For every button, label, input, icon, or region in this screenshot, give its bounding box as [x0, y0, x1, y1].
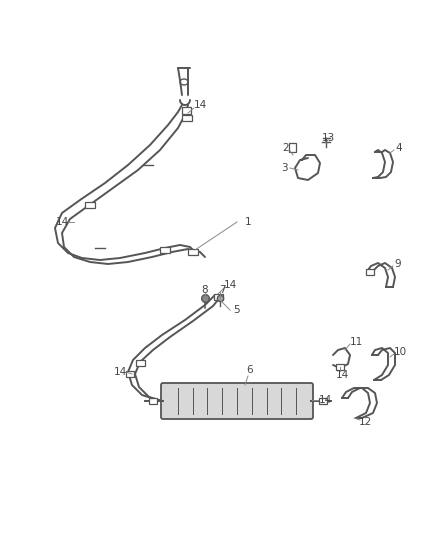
- Text: 14: 14: [318, 395, 332, 405]
- Bar: [289, 143, 296, 152]
- Bar: [336, 364, 344, 370]
- Bar: [149, 398, 157, 404]
- Text: 14: 14: [193, 100, 207, 110]
- Bar: [181, 107, 191, 114]
- Bar: [188, 249, 198, 255]
- Text: 14: 14: [113, 367, 127, 377]
- Text: 1: 1: [245, 217, 251, 227]
- Bar: [182, 115, 192, 121]
- Text: 14: 14: [223, 280, 237, 290]
- Text: 8: 8: [201, 285, 208, 295]
- Text: 5: 5: [234, 305, 240, 315]
- Text: 9: 9: [395, 259, 401, 269]
- Bar: [135, 360, 145, 366]
- Bar: [213, 294, 223, 300]
- Text: 11: 11: [350, 337, 363, 347]
- FancyBboxPatch shape: [161, 383, 313, 419]
- Bar: [160, 247, 170, 253]
- Text: 4: 4: [396, 143, 403, 153]
- Text: 2: 2: [283, 143, 290, 153]
- Bar: [319, 398, 327, 404]
- Text: 14: 14: [336, 370, 349, 380]
- Text: 7: 7: [219, 285, 225, 295]
- Text: 14: 14: [55, 217, 69, 227]
- Text: 13: 13: [321, 133, 335, 143]
- Bar: [85, 202, 95, 208]
- Bar: [366, 269, 374, 275]
- Text: 3: 3: [281, 163, 287, 173]
- Text: 6: 6: [247, 365, 253, 375]
- Text: 12: 12: [358, 417, 371, 427]
- Bar: [126, 371, 134, 377]
- Text: 10: 10: [393, 347, 406, 357]
